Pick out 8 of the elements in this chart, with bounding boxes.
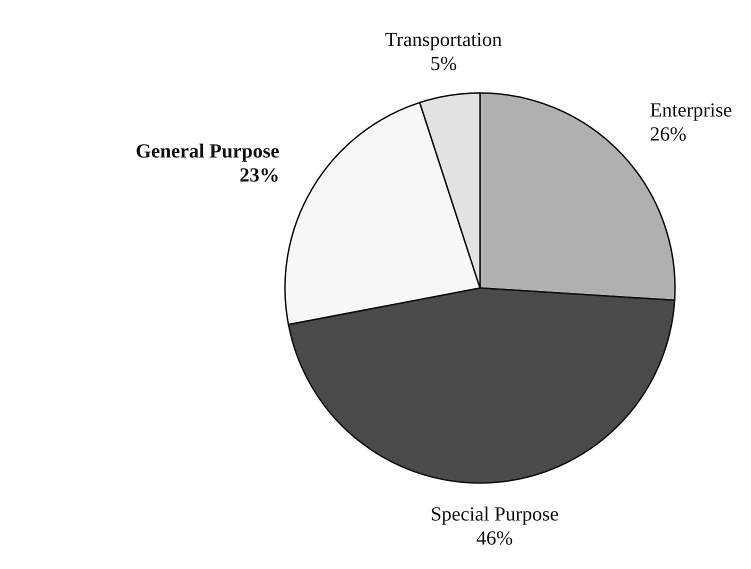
slice-label: Enterprise [650,100,732,122]
slice-label: General Purpose [136,140,280,162]
data-label: 46% [476,528,513,550]
data-label: 23% [239,164,280,186]
data-label: 26% [650,124,687,146]
slice-label: Transportation [385,28,502,51]
slice-label: Special Purpose [430,504,559,526]
data-label: 5% [430,52,457,75]
